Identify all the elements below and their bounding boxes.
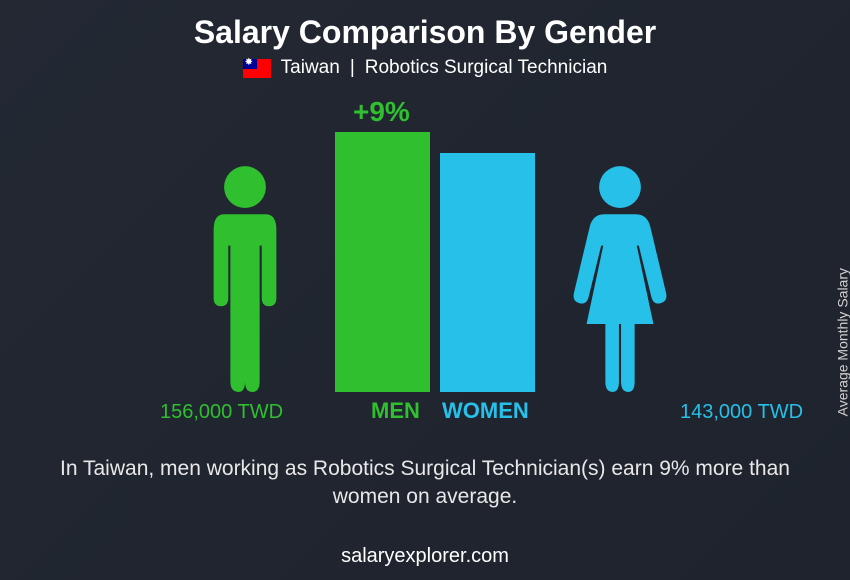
male-figure-icon	[190, 162, 300, 392]
subtitle-job: Robotics Surgical Technician	[365, 57, 608, 79]
subtitle-separator: |	[350, 57, 355, 79]
men-bar	[335, 132, 430, 392]
men-bar-label: MEN	[371, 398, 420, 424]
caption: In Taiwan, men working as Robotics Surgi…	[60, 455, 790, 512]
flag-icon	[243, 59, 271, 78]
footer-source: salaryexplorer.com	[0, 545, 850, 568]
women-bar-label: WOMEN	[442, 398, 529, 424]
women-bar	[440, 153, 535, 392]
men-percent-label: +9%	[353, 96, 410, 128]
female-figure-icon	[565, 162, 675, 392]
men-salary-label: 156,000 TWD	[160, 401, 283, 424]
chart: +9% MEN 156,000 TWD WOMEN 143,000 TWD	[0, 90, 850, 430]
subtitle-country: Taiwan	[281, 57, 340, 79]
y-axis-label: Average Monthly Salary	[834, 268, 850, 416]
subtitle: Taiwan | Robotics Surgical Technician	[0, 57, 850, 79]
page-title: Salary Comparison By Gender	[0, 0, 850, 51]
women-salary-label: 143,000 TWD	[680, 401, 803, 424]
